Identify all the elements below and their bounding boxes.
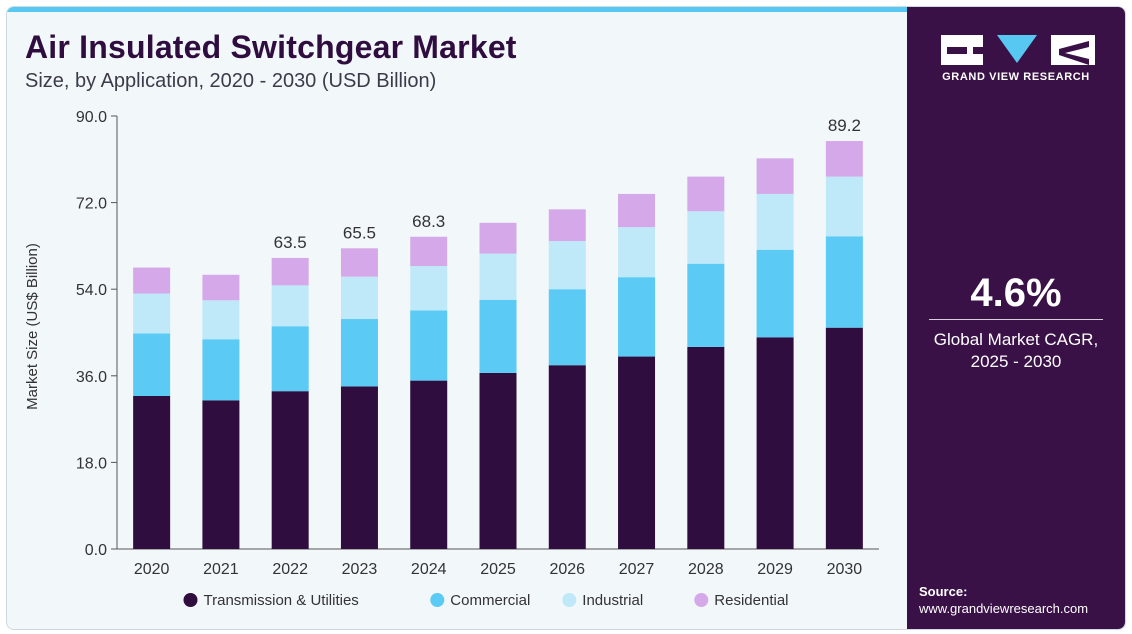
y-tick-label: 72.0 (76, 196, 107, 213)
bar-segment-commercial (687, 263, 725, 347)
y-axis-title: Market Size (US$ Billion) (24, 243, 41, 410)
accent-bar (7, 7, 907, 12)
y-tick-label: 54.0 (76, 282, 107, 299)
bar-segment-residential (756, 158, 794, 194)
bar-segment-industrial (340, 276, 378, 320)
x-tick-label: 2022 (272, 561, 308, 578)
source-label: Source: (919, 584, 968, 599)
bar-segment-transmission-utilities (133, 396, 171, 549)
report-card: Air Insulated Switchgear Market Size, by… (6, 6, 1126, 630)
bar-segment-commercial (202, 339, 240, 401)
x-tick-label: 2027 (619, 561, 655, 578)
cagr-label: Global Market CAGR, 2025 - 2030 (907, 329, 1125, 373)
bar-segment-transmission-utilities (479, 372, 517, 549)
bar-segment-transmission-utilities (202, 400, 240, 549)
bar-segment-commercial (271, 326, 309, 392)
x-tick-label: 2029 (757, 561, 793, 578)
bar-segment-commercial (479, 299, 517, 373)
bar-segment-residential (479, 222, 517, 254)
cagr-label-line2: 2025 - 2030 (970, 352, 1062, 371)
y-tick-label: 0.0 (85, 542, 107, 559)
bar-segment-commercial (825, 236, 863, 328)
bar-segment-commercial (133, 333, 171, 397)
legend-swatch (694, 593, 709, 607)
bar-segment-commercial (618, 277, 656, 357)
cagr-divider (929, 319, 1103, 320)
x-tick-label: 2021 (203, 561, 239, 578)
grand-view-research-logo-icon (941, 35, 1095, 65)
legend-swatch (430, 593, 445, 607)
bar-segment-industrial (618, 227, 656, 278)
cagr-value: 4.6% (970, 271, 1062, 315)
bar-segment-transmission-utilities (825, 327, 863, 549)
legend-swatch (183, 593, 198, 607)
bar-segment-industrial (202, 300, 240, 340)
data-label: 68.3 (412, 212, 445, 231)
chart-subtitle: Size, by Application, 2020 - 2030 (USD B… (25, 70, 437, 92)
bar-segment-transmission-utilities (618, 356, 656, 549)
bar-segment-residential (618, 193, 656, 228)
cagr-label-line1: Global Market CAGR, (933, 330, 1099, 349)
x-tick-label: 2026 (549, 561, 585, 578)
bar-segment-industrial (133, 293, 171, 334)
x-tick-label: 2023 (342, 561, 378, 578)
source-link[interactable]: www.grandviewresearch.com (919, 601, 1089, 616)
bar-segment-industrial (271, 285, 309, 327)
bar-segment-industrial (825, 176, 863, 237)
legend-label: Industrial (582, 592, 643, 609)
bar-segment-residential (548, 209, 586, 242)
chart-title: Air Insulated Switchgear Market (25, 29, 517, 65)
bar-segment-commercial (340, 319, 378, 387)
stacked-bar-chart: 0.0 18.0 36.0 54.0 72.0 90.0 Market Size (US$ … (24, 109, 879, 609)
x-tick-label: 2020 (134, 561, 170, 578)
brand-name: GRAND VIEW RESEARCH (942, 71, 1090, 83)
bar-segment-commercial (410, 310, 448, 381)
x-tick-label: 2025 (480, 561, 516, 578)
x-tick-label: 2028 (688, 561, 724, 578)
data-label: 63.5 (274, 233, 307, 252)
bar-segment-commercial (548, 289, 586, 366)
bar-segment-industrial (756, 193, 794, 250)
bar-segment-industrial (479, 253, 517, 300)
legend-label: Transmission & Utilities (204, 592, 359, 609)
y-tick-label: 36.0 (76, 369, 107, 386)
x-tick-label: 2030 (827, 561, 863, 578)
bar-segment-transmission-utilities (756, 337, 794, 549)
y-tick-label: 18.0 (76, 455, 107, 472)
bar-segment-residential (410, 236, 448, 267)
x-tick-label: 2024 (411, 561, 447, 578)
bar-segment-transmission-utilities (271, 391, 309, 549)
data-label: 65.5 (343, 223, 376, 242)
bar-segment-residential (825, 141, 863, 177)
bar-segment-residential (133, 267, 171, 294)
bar-segment-transmission-utilities (340, 386, 378, 549)
legend-label: Commercial (450, 592, 530, 609)
y-tick-label: 90.0 (76, 109, 107, 126)
bar-segment-residential (271, 257, 309, 286)
bar-segment-industrial (548, 241, 586, 290)
legend-label: Residential (714, 592, 788, 609)
brand-panel: GRAND VIEW RESEARCH 4.6% Global Market C… (907, 7, 1125, 629)
bar-segment-transmission-utilities (548, 365, 586, 549)
bar-segment-transmission-utilities (410, 380, 448, 549)
bar-segment-residential (202, 274, 240, 301)
bar-segment-industrial (410, 266, 448, 311)
bar-segment-industrial (687, 211, 725, 264)
data-label: 89.2 (828, 116, 861, 135)
bar-segment-commercial (756, 249, 794, 338)
bar-segment-residential (687, 176, 725, 212)
bar-segment-transmission-utilities (687, 346, 725, 549)
legend-swatch (562, 593, 577, 607)
bar-segment-residential (340, 248, 378, 277)
